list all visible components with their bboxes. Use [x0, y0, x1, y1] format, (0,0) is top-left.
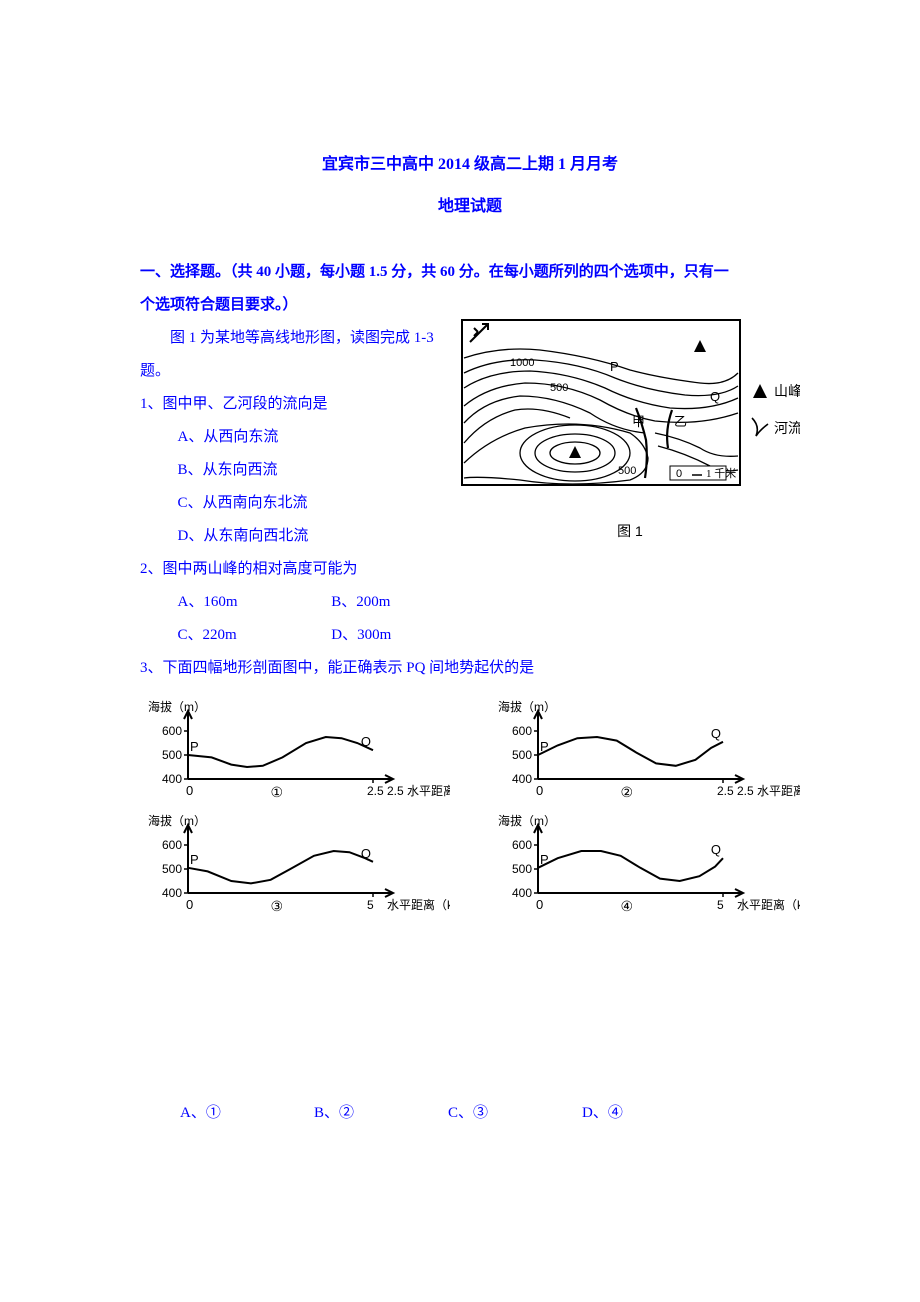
q2-stem: 2、图中两山峰的相对高度可能为: [140, 553, 800, 586]
svg-text:600: 600: [512, 838, 532, 852]
svg-text:①: ①: [271, 784, 284, 800]
svg-text:P: P: [190, 852, 199, 867]
svg-text:P: P: [610, 359, 619, 374]
svg-text:400: 400: [512, 772, 532, 786]
svg-text:②: ②: [621, 784, 634, 800]
svg-text:2.5 水平距离（km）: 2.5 水平距离（km）: [737, 783, 800, 798]
section-heading-line1: 一、选择题。（共 40 小题，每小题 1.5 分，共 60 分。在每小题所列的四…: [140, 256, 800, 289]
q2-opt-c: C、220m: [178, 619, 328, 652]
q2-opt-d: D、300m: [331, 619, 481, 652]
svg-text:Q: Q: [361, 734, 371, 749]
svg-text:5: 5: [717, 898, 724, 912]
exam-title: 宜宾市三中高中 2014 级高二上期 1 月月考: [140, 150, 800, 174]
profile-chart-4: 海拔（m） 400 500 600 0 P Q ④ 5 水平距离（km）: [490, 811, 800, 921]
svg-text:海拔（m）: 海拔（m）: [148, 699, 206, 714]
svg-text:2.5 水平距离（km）: 2.5 水平距离（km）: [387, 783, 450, 798]
q3-options: A、① B、② C、③ D、④: [140, 1101, 800, 1122]
figure-1-caption: 图 1: [460, 521, 800, 541]
svg-text:500: 500: [162, 862, 182, 876]
svg-text:500: 500: [618, 465, 636, 477]
svg-text:500: 500: [162, 748, 182, 762]
q2-opts-row1: A、160m B、200m: [140, 586, 800, 619]
svg-text:2.5: 2.5: [367, 784, 384, 798]
svg-text:乙: 乙: [674, 414, 687, 429]
q3-opt-d: D、④: [582, 1101, 712, 1122]
contour-map-svg: 1000 500 500 P Q 甲 乙 0 1 千米 山峰 河流: [460, 318, 800, 513]
svg-text:海拔（m）: 海拔（m）: [498, 699, 556, 714]
svg-text:400: 400: [512, 886, 532, 900]
svg-text:Q: Q: [710, 389, 720, 404]
svg-text:1 千米: 1 千米: [706, 467, 736, 480]
q2-opt-a: A、160m: [178, 586, 328, 619]
svg-text:山峰: 山峰: [774, 384, 800, 400]
svg-text:2.5: 2.5: [717, 784, 734, 798]
svg-text:600: 600: [162, 724, 182, 738]
svg-text:③: ③: [271, 898, 284, 914]
q3-stem: 3、下面四幅地形剖面图中，能正确表示 PQ 间地势起伏的是: [140, 652, 800, 685]
exam-subtitle: 地理试题: [140, 192, 800, 216]
q2-opt-b: B、200m: [331, 586, 481, 619]
q3-opt-b: B、②: [314, 1101, 444, 1122]
svg-text:水平距离（km）: 水平距离（km）: [387, 897, 450, 912]
svg-text:1000: 1000: [510, 357, 534, 369]
q2-opts-row2: C、220m D、300m: [140, 619, 800, 652]
q3-opt-a: A、①: [180, 1101, 310, 1122]
svg-text:0: 0: [536, 897, 543, 912]
svg-text:0: 0: [536, 783, 543, 798]
svg-text:河流: 河流: [774, 421, 800, 437]
svg-text:600: 600: [512, 724, 532, 738]
svg-text:0: 0: [186, 897, 193, 912]
q3-opt-c: C、③: [448, 1101, 578, 1122]
svg-text:5: 5: [367, 898, 374, 912]
svg-text:海拔（m）: 海拔（m）: [498, 813, 556, 828]
svg-text:P: P: [540, 852, 549, 867]
profile-chart-3: 海拔（m） 400 500 600 0 P Q ③ 5 水平距离（km）: [140, 811, 450, 921]
svg-text:600: 600: [162, 838, 182, 852]
profile-chart-2: 海拔（m） 400 500 600 0 P Q ② 2.52.5 水平距离（km）: [490, 697, 800, 807]
svg-text:海拔（m）: 海拔（m）: [148, 813, 206, 828]
svg-text:400: 400: [162, 886, 182, 900]
svg-text:500: 500: [512, 862, 532, 876]
svg-text:Q: Q: [711, 726, 721, 741]
svg-text:0: 0: [676, 468, 682, 480]
svg-text:Q: Q: [361, 846, 371, 861]
svg-text:Q: Q: [711, 842, 721, 857]
figure-1: 1000 500 500 P Q 甲 乙 0 1 千米 山峰 河流: [460, 318, 800, 541]
svg-text:0: 0: [186, 783, 193, 798]
svg-text:400: 400: [162, 772, 182, 786]
svg-text:水平距离（km）: 水平距离（km）: [737, 897, 800, 912]
svg-text:P: P: [540, 739, 549, 754]
svg-text:甲: 甲: [632, 414, 645, 429]
profile-charts: 海拔（m）4005006000PQ①2.52.5 水平距离（km） 海拔（m）4…: [140, 697, 800, 921]
svg-text:P: P: [190, 739, 199, 754]
svg-text:④: ④: [621, 898, 634, 914]
svg-text:500: 500: [550, 382, 568, 394]
svg-text:500: 500: [512, 748, 532, 762]
profile-chart-1: 海拔（m） 400 500 600 0 P Q ① 2.52.5 水平距离（km）: [140, 697, 450, 807]
